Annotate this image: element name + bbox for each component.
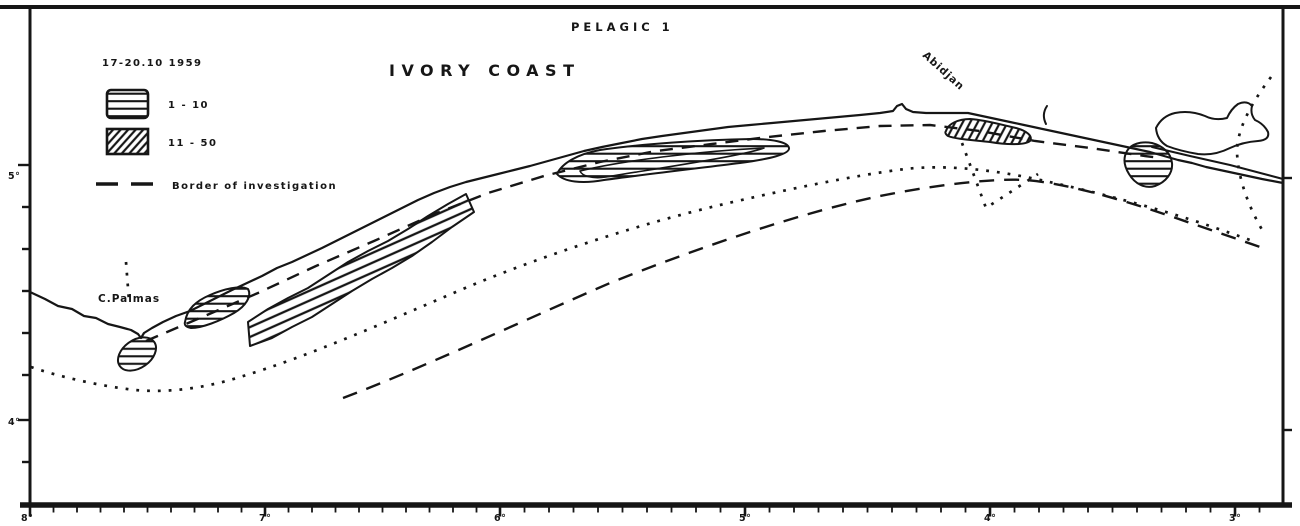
- lat-label-4: 4°: [8, 417, 20, 428]
- border-of-investigation-inshore: [145, 123, 1161, 343]
- lon-label-6: 6°: [494, 513, 506, 524]
- density-band-11-50: [247, 193, 475, 347]
- legend-swatch-11-50: [105, 127, 150, 156]
- lagoon-outline: [1155, 101, 1270, 156]
- lon-label-4: 4°: [984, 513, 996, 524]
- place-label-abidjan: Abidjan: [920, 49, 967, 93]
- survey-tracks: [30, 76, 1273, 393]
- density-area-south-cpalmas: [117, 336, 157, 372]
- survey-track-east-curve: [1235, 76, 1273, 234]
- survey-track-offshore: [30, 166, 1251, 393]
- legend-label-border: Border of investigation: [172, 181, 337, 192]
- lagoon-barrier-shore: [1151, 146, 1284, 180]
- density-areas: [117, 118, 1174, 372]
- legend-label-1-10: 1 - 10: [168, 100, 209, 111]
- survey-track-cpalmas: [124, 261, 131, 302]
- coastline-group: [28, 101, 1285, 340]
- coastline: [28, 102, 1285, 340]
- survey-track-abidjan-v: [960, 142, 1039, 211]
- figure-title: PELAGIC 1: [571, 20, 674, 34]
- lon-label-8: 8°: [21, 513, 33, 524]
- axis-labels: 5° 4° 8° 7° 6° 5° 4° 3°: [8, 171, 1241, 524]
- density-area-east-cpalmas: [183, 286, 251, 329]
- survey-dates-label: 17-20.10 1959: [102, 58, 203, 69]
- map-frame: [0, 5, 1300, 517]
- lon-label-3: 3°: [1229, 513, 1241, 524]
- density-area-abidjan: [944, 118, 1032, 146]
- place-label-cpalmas: C.Palmas: [98, 293, 160, 305]
- region-title: IVORY COAST: [389, 61, 581, 80]
- density-area-midcoast: [556, 138, 790, 183]
- legend: 17-20.10 1959 1 - 10 11 - 50 Border of i…: [96, 58, 337, 192]
- investigation-borders: [145, 123, 1264, 400]
- density-area-midcoast-inner-contour: [579, 147, 765, 179]
- graticule-ticks: [18, 163, 1292, 517]
- legend-swatch-1-10: [105, 88, 150, 120]
- legend-label-11-50: 11 - 50: [168, 138, 217, 149]
- river-mouth-mark: [1042, 105, 1048, 125]
- lon-label-5: 5°: [739, 513, 751, 524]
- lon-label-7: 7°: [259, 513, 271, 524]
- lat-label-5: 5°: [8, 171, 20, 182]
- border-of-investigation-offshore: [342, 178, 1264, 400]
- density-area-east-abidjan: [1123, 141, 1174, 188]
